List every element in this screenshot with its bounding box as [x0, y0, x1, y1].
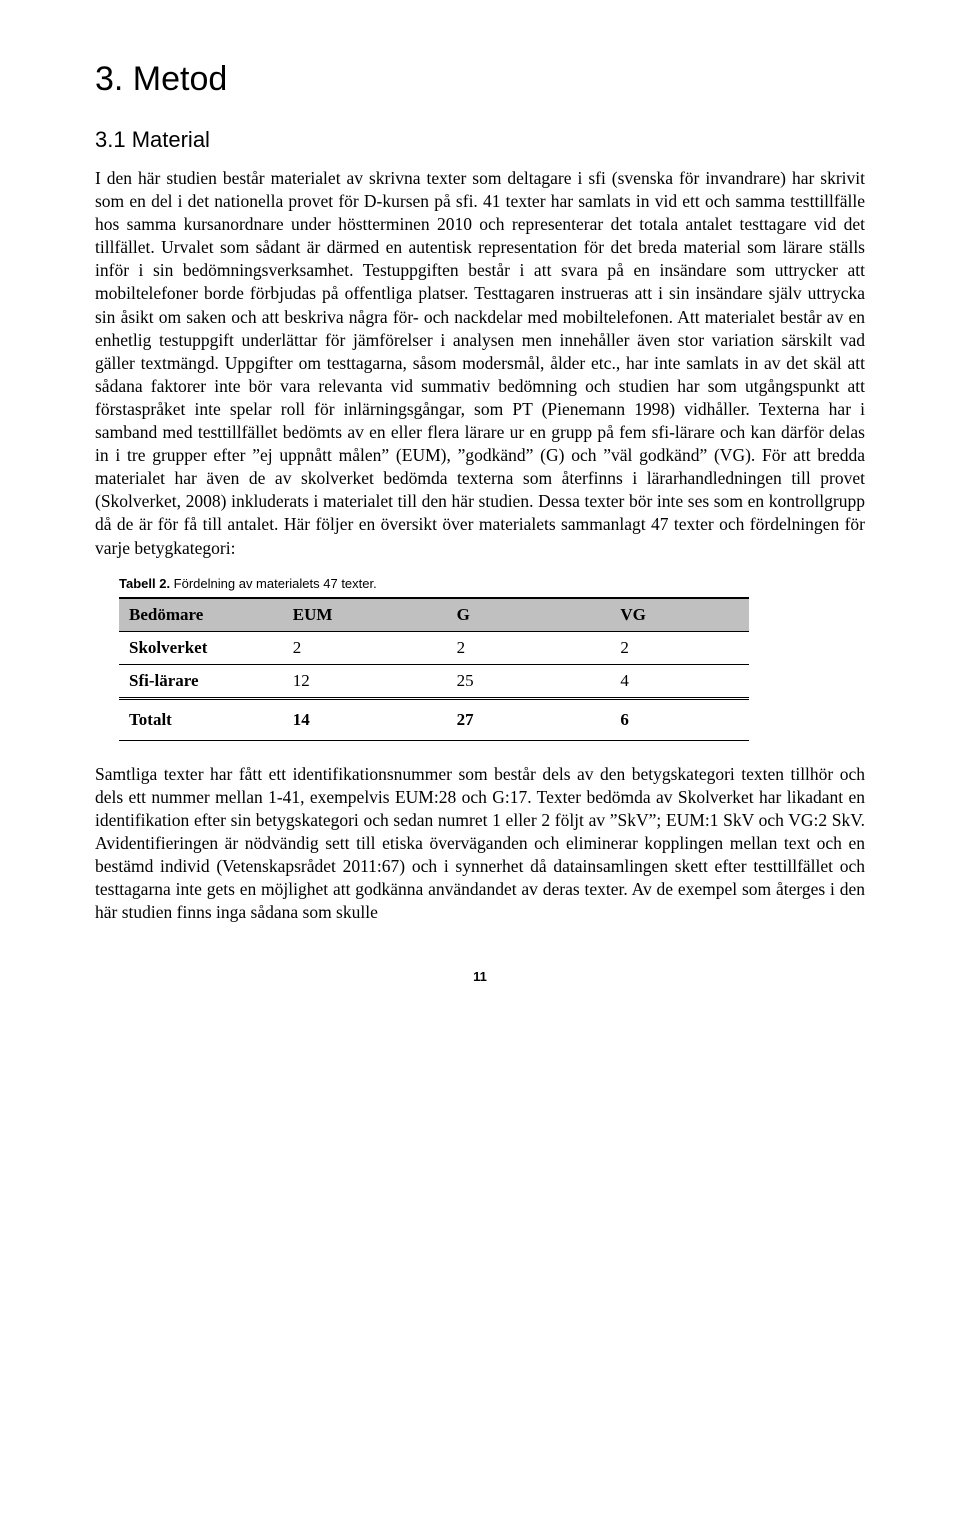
table-caption: Tabell 2. Fördelning av materialets 47 t…	[119, 576, 865, 591]
table-header-row: Bedömare EUM G VG	[119, 598, 749, 632]
table-cell: 14	[283, 698, 447, 740]
table-row: Sfi-lärare 12 25 4	[119, 664, 749, 698]
table-cell: 25	[447, 664, 611, 698]
table-cell-label: Totalt	[119, 698, 283, 740]
table-caption-text: Fördelning av materialets 47 texter.	[170, 576, 377, 591]
distribution-table: Bedömare EUM G VG Skolverket 2 2 2 Sfi-l…	[119, 597, 749, 741]
heading-main: 3. Metod	[95, 60, 865, 99]
table-cell: 2	[610, 631, 749, 664]
table-cell: 4	[610, 664, 749, 698]
table-header-cell: EUM	[283, 598, 447, 632]
table-cell-label: Sfi-lärare	[119, 664, 283, 698]
table-caption-label: Tabell 2.	[119, 576, 170, 591]
table-cell: 2	[447, 631, 611, 664]
table-cell-label: Skolverket	[119, 631, 283, 664]
table-header-cell: G	[447, 598, 611, 632]
table-total-row: Totalt 14 27 6	[119, 698, 749, 740]
table-header-cell: Bedömare	[119, 598, 283, 632]
paragraph-1: I den här studien består materialet av s…	[95, 167, 865, 560]
table-cell: 2	[283, 631, 447, 664]
table-cell: 27	[447, 698, 611, 740]
table-cell: 12	[283, 664, 447, 698]
heading-sub: 3.1 Material	[95, 127, 865, 153]
table-header-cell: VG	[610, 598, 749, 632]
page-number: 11	[95, 969, 865, 984]
table-cell: 6	[610, 698, 749, 740]
table-row: Skolverket 2 2 2	[119, 631, 749, 664]
paragraph-2: Samtliga texter har fått ett identifikat…	[95, 763, 865, 925]
